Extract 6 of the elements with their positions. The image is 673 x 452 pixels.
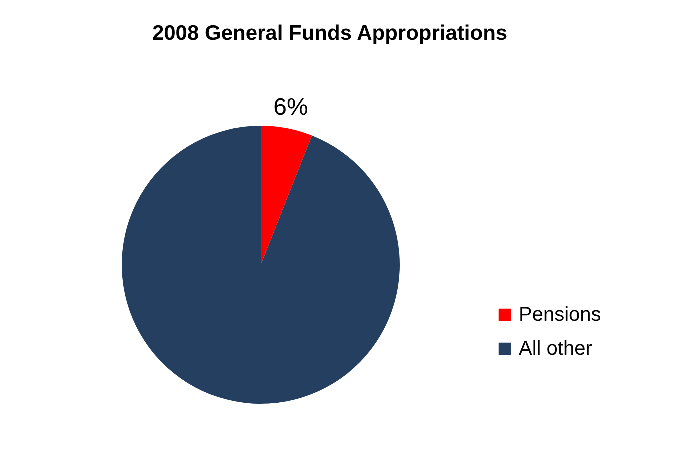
chart-title: 2008 General Funds Appropriations — [152, 22, 508, 45]
legend-label: All other — [519, 338, 593, 360]
legend-label: Pensions — [519, 304, 602, 326]
pie-slice — [122, 126, 400, 404]
data-label: 6% — [274, 94, 308, 121]
pie-slice — [261, 126, 312, 265]
